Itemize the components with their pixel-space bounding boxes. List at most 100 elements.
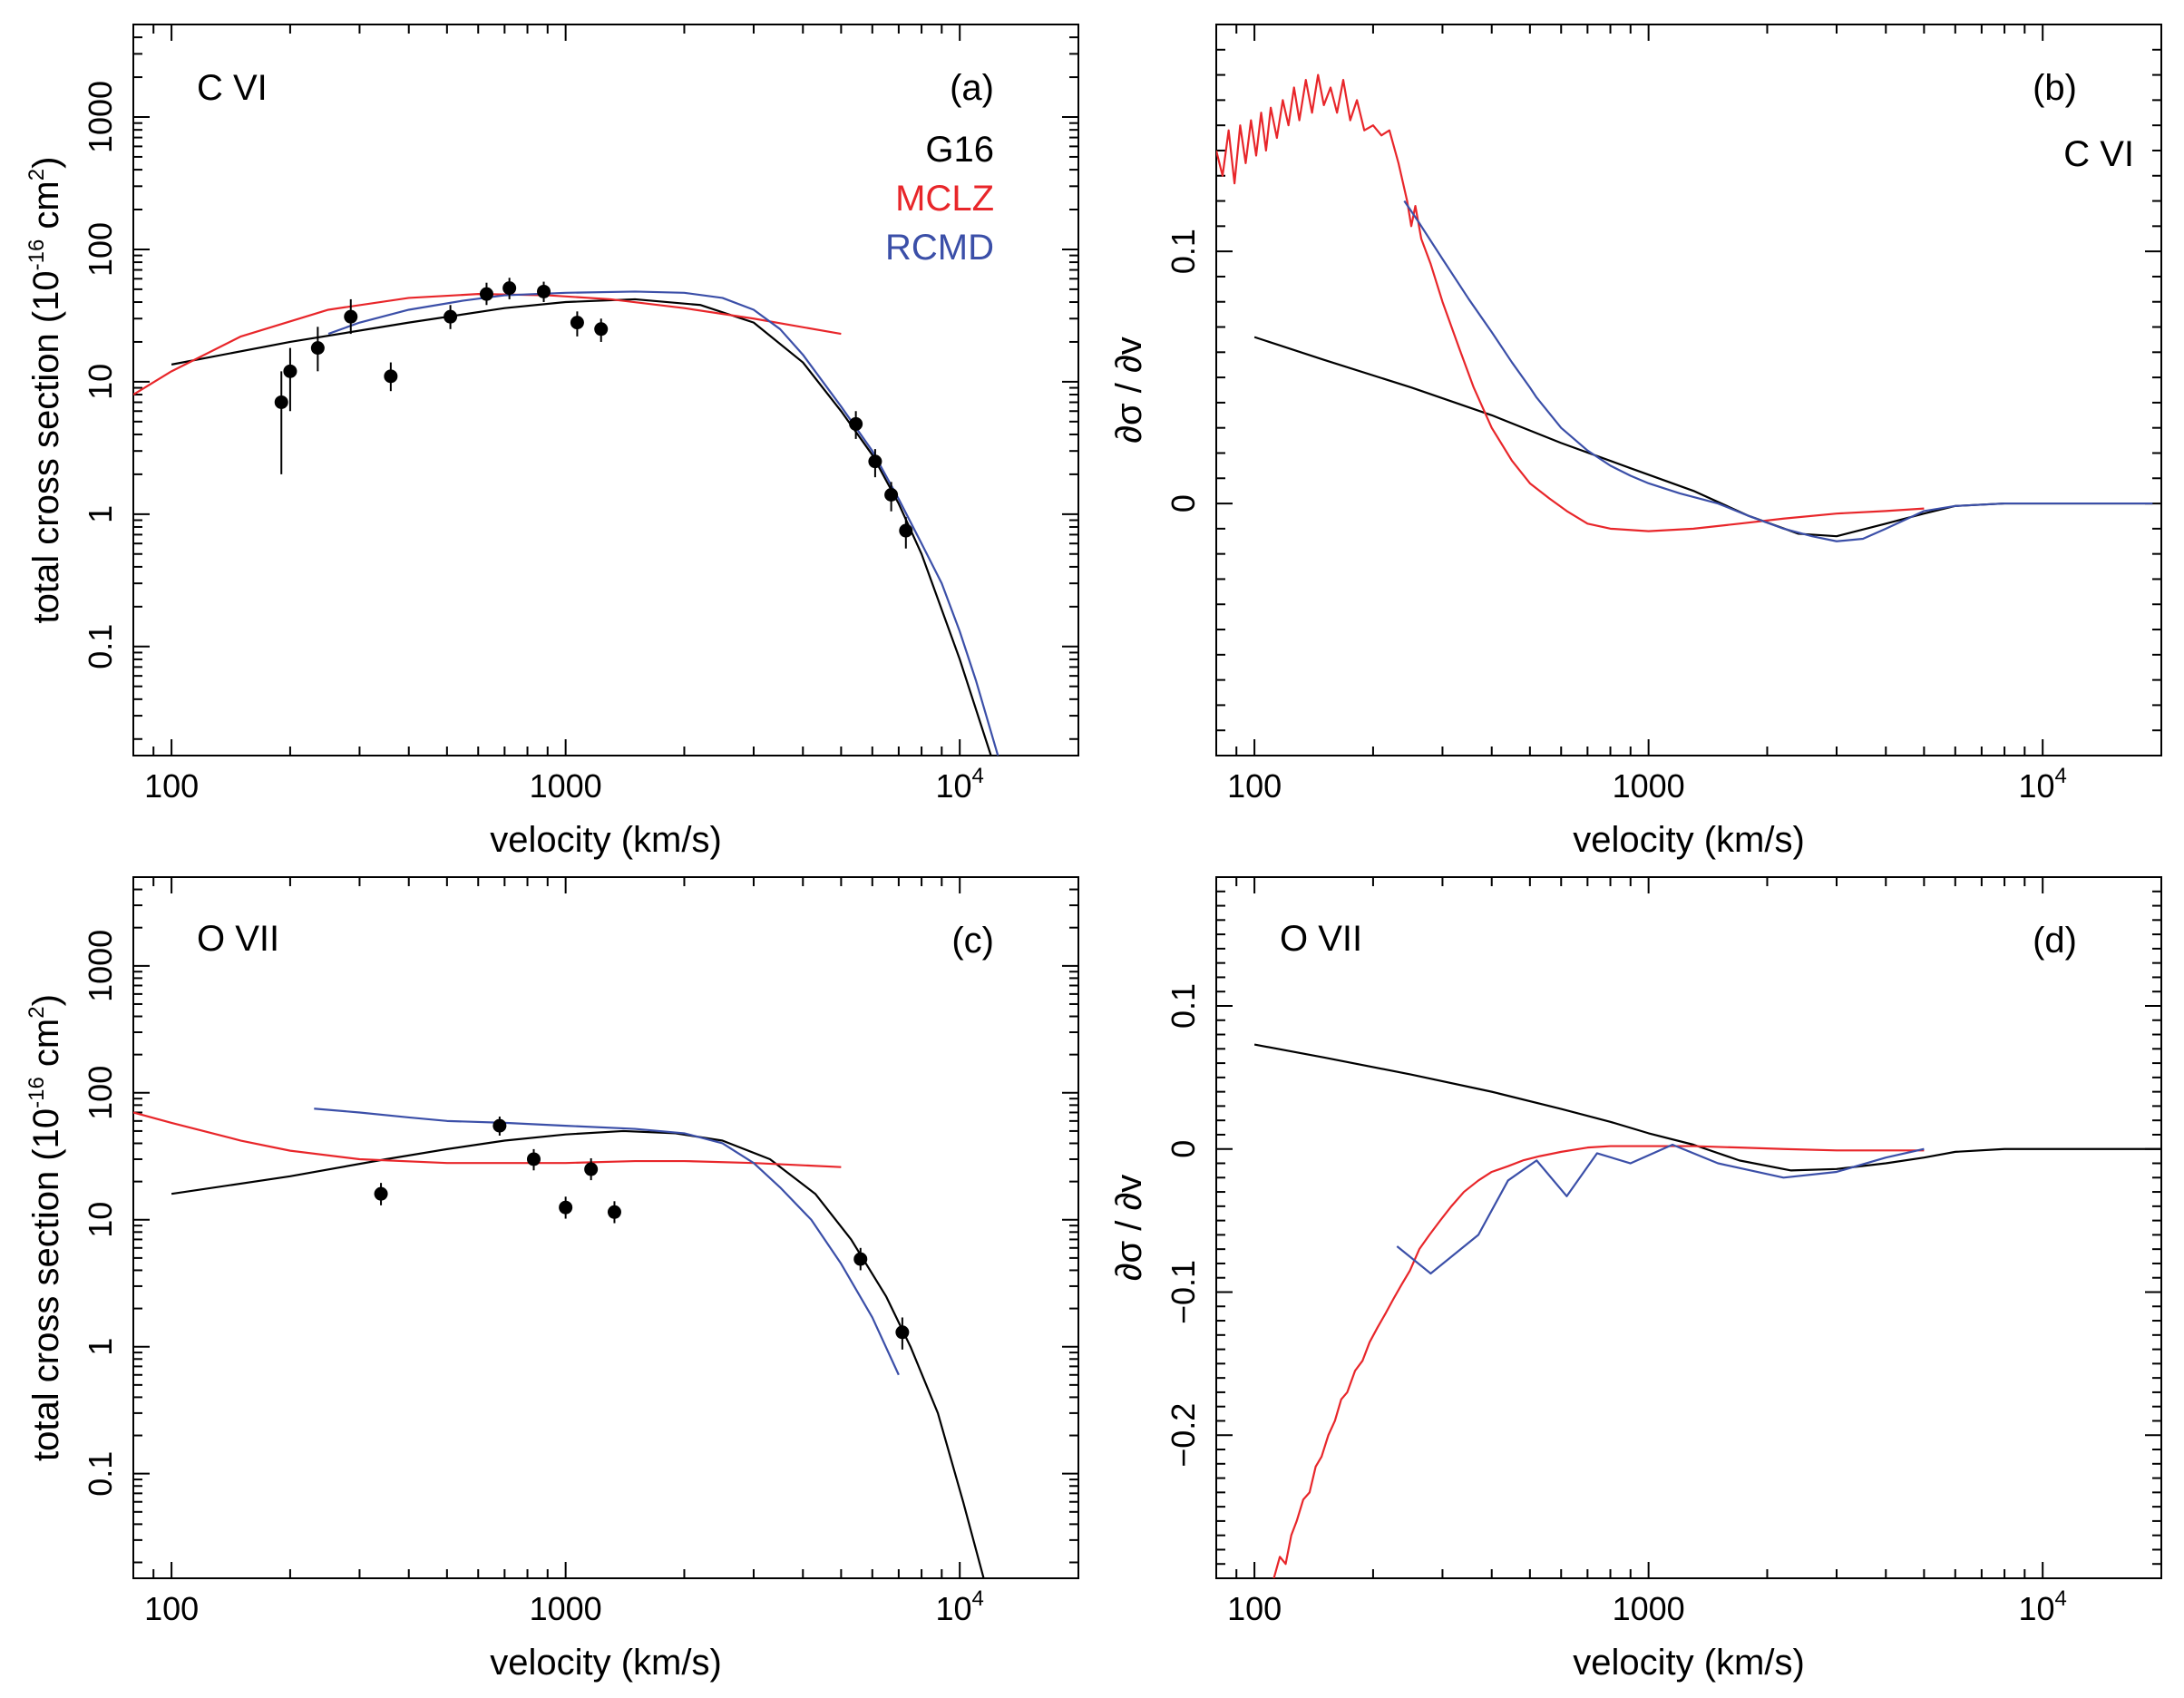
data-point: [899, 523, 913, 538]
x-tick-label: 1000: [530, 1590, 602, 1627]
ion-label: O VII: [1280, 919, 1362, 959]
series-line-g16: [1253, 1043, 2161, 1172]
panel-label: (c): [951, 921, 994, 961]
x-tick-label: 100: [1227, 1590, 1282, 1627]
y-tick-label: −0.2: [1165, 1403, 1202, 1468]
data-point: [853, 1252, 868, 1266]
legend-entry-g16: G16: [925, 130, 994, 170]
data-point: [274, 395, 288, 409]
data-point: [537, 284, 551, 298]
y-tick-label: 0: [1165, 1140, 1202, 1158]
legend: G16 MCLZ RCMD: [885, 130, 994, 268]
measured-points: [274, 278, 913, 549]
y-tick-label: 1000: [82, 930, 119, 1002]
y-tick-label: 1: [82, 505, 119, 523]
data-point: [849, 416, 863, 431]
series-group: [1216, 73, 2153, 542]
x-tick-label: 100: [144, 1590, 199, 1627]
x-axis-label: velocity (km/s): [490, 820, 722, 860]
panel-c: 100 1000 104 0.1 1 10 100 1000 velocity (km/s) to…: [24, 876, 1079, 1683]
plot-frame: [132, 24, 1079, 756]
y-tick-label: 100: [82, 222, 119, 277]
x-minor-ticks: [1215, 877, 2162, 1578]
data-point: [502, 281, 517, 296]
data-point: [559, 1200, 573, 1215]
y-tick-label: 1: [82, 1338, 119, 1356]
x-tick-label: 104: [2018, 1586, 2066, 1627]
series-line-g16: [1253, 336, 2153, 538]
data-point: [384, 369, 398, 384]
x-tick-label: 1000: [1613, 1590, 1685, 1627]
y-tick-label: 1000: [82, 81, 119, 153]
panel-b: 100 1000 104 0 0.1 velocity (km/s) ∂σ / ∂v C VI…: [1109, 24, 2162, 860]
panel-label: (d): [2033, 921, 2077, 961]
x-tick-label: 104: [2018, 764, 2066, 805]
plot-frame: [1215, 24, 2162, 756]
y-tick-label: 100: [82, 1066, 119, 1120]
data-point: [492, 1118, 507, 1133]
data-point: [344, 309, 358, 324]
data-point: [895, 1325, 910, 1340]
data-point: [526, 1152, 541, 1166]
x-minor-ticks: [132, 24, 1079, 756]
y-minor-ticks: [133, 876, 1078, 1564]
x-tick-label: 100: [1227, 767, 1282, 805]
ion-label: O VII: [197, 919, 279, 959]
y-tick-label: 0.1: [82, 1451, 119, 1497]
series-line-mclz: [1272, 1145, 1925, 1578]
y-tick-label: 0.1: [82, 624, 119, 669]
y-axis-label: total cross section (10-16 cm2): [24, 157, 66, 624]
plot-frame: [1215, 876, 2162, 1579]
x-axis-label: velocity (km/s): [1573, 1643, 1805, 1683]
y-tick-label: 0: [1165, 494, 1202, 512]
data-point: [374, 1186, 388, 1201]
data-point: [584, 1162, 599, 1176]
x-minor-ticks: [1215, 24, 2162, 756]
series-line-rcmd: [314, 1108, 900, 1376]
series-group: [133, 290, 999, 756]
legend-entry-rcmd: RCMD: [885, 228, 994, 268]
x-minor-ticks: [132, 877, 1079, 1578]
legend-entry-mclz: MCLZ: [895, 179, 994, 219]
series-line-g16: [171, 298, 992, 756]
data-point: [479, 287, 493, 301]
x-axis-label: velocity (km/s): [1573, 820, 1805, 860]
ion-label: C VI: [197, 68, 268, 108]
data-point: [594, 322, 609, 337]
panel-a: 100 1000 104 0.1 1 10 100 1000 velocity (km/s) to…: [24, 24, 1079, 860]
y-axis-label: total cross section (10-16 cm2): [24, 994, 66, 1461]
y-axis-label: ∂σ / ∂v: [1109, 1175, 1149, 1282]
x-axis-label: velocity (km/s): [490, 1643, 722, 1683]
series-line-rcmd: [327, 290, 999, 756]
series-group: [133, 1108, 985, 1578]
y-minor-ticks: [1216, 24, 2161, 756]
series-group: [1253, 1043, 2161, 1578]
data-point: [570, 316, 584, 330]
y-tick-label: 0.1: [1165, 983, 1202, 1029]
y-tick-label: 0.1: [1165, 229, 1202, 274]
y-tick-label: −0.1: [1165, 1260, 1202, 1324]
y-minor-ticks: [133, 24, 1078, 740]
panel-label: (a): [950, 68, 994, 108]
data-point: [868, 454, 882, 469]
x-tick-label: 1000: [1613, 767, 1685, 805]
data-point: [444, 309, 458, 324]
x-tick-label: 100: [144, 767, 199, 805]
data-point: [283, 364, 297, 378]
y-minor-ticks: [1216, 876, 2161, 1579]
data-point: [310, 341, 325, 356]
series-line-rcmd: [1403, 200, 2153, 542]
x-tick-label: 104: [935, 764, 983, 805]
x-tick-label: 1000: [530, 767, 602, 805]
panel-d: 100 1000 104 −0.2 −0.1 0 0.1 velocity (km/s) ∂σ …: [1109, 876, 2162, 1683]
data-point: [884, 487, 899, 502]
panel-label: (b): [2033, 68, 2077, 108]
x-tick-label: 104: [935, 1586, 983, 1627]
plot-frame: [132, 876, 1079, 1579]
series-line-mclz: [133, 1111, 842, 1168]
measured-points: [374, 1116, 910, 1350]
series-line-g16: [171, 1129, 985, 1578]
series-line-mclz: [133, 293, 842, 395]
series-line-rcmd: [1396, 1143, 1925, 1275]
